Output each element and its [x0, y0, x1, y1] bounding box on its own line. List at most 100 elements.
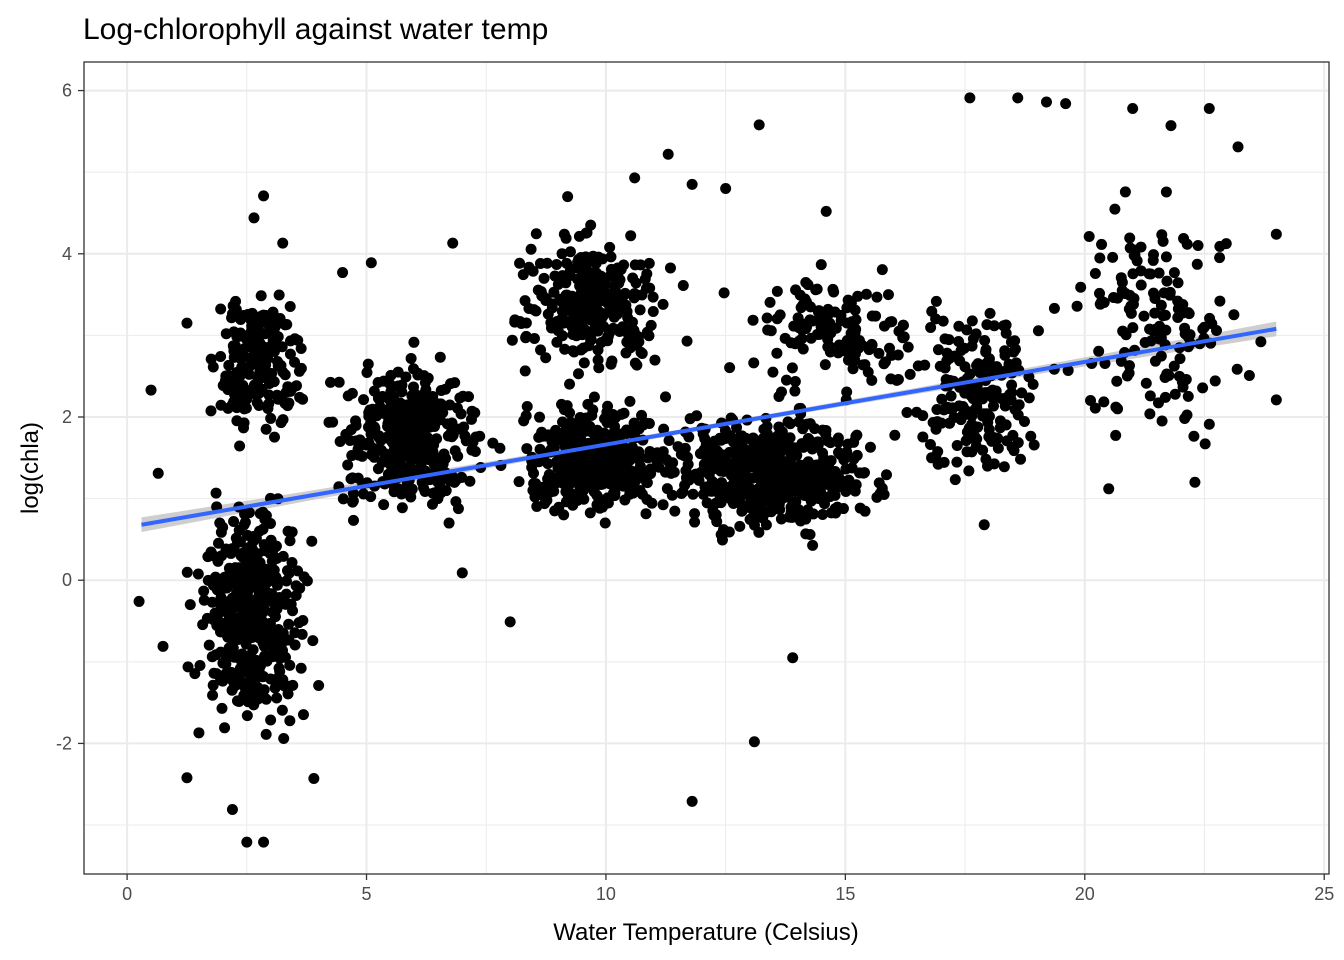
data-point: [249, 673, 261, 685]
data-point: [813, 305, 825, 317]
data-point: [646, 497, 658, 509]
data-point: [1116, 284, 1128, 296]
data-point: [366, 442, 378, 454]
data-point: [979, 334, 991, 346]
data-point: [972, 421, 984, 433]
data-point: [658, 423, 670, 435]
data-point: [297, 615, 309, 627]
data-point: [884, 342, 896, 354]
data-point: [842, 341, 854, 353]
data-point: [578, 357, 590, 369]
data-point: [574, 459, 586, 471]
data-point: [580, 260, 592, 272]
data-point: [444, 399, 456, 411]
data-point: [205, 405, 217, 417]
data-point: [267, 306, 279, 318]
x-axis-ticks: 0 5 10 15 20 25: [122, 874, 1334, 904]
data-point: [1168, 360, 1180, 372]
data-point: [494, 442, 506, 454]
data-point: [378, 375, 390, 387]
data-point: [961, 446, 973, 458]
data-point: [833, 446, 845, 458]
data-point: [283, 618, 295, 630]
data-point: [265, 412, 277, 424]
data-point: [1156, 415, 1168, 427]
data-point: [1123, 360, 1135, 372]
data-point: [240, 634, 252, 646]
data-point: [257, 523, 269, 535]
data-point: [558, 509, 570, 521]
data-point: [1115, 355, 1127, 367]
data-point: [1135, 241, 1147, 253]
data-point: [1160, 251, 1172, 263]
data-point: [435, 398, 447, 410]
data-point: [234, 440, 246, 452]
data-point: [831, 501, 843, 513]
data-point: [553, 453, 565, 465]
data-point: [419, 486, 431, 498]
data-point: [798, 488, 810, 500]
data-point: [1140, 377, 1152, 389]
data-point: [795, 515, 807, 527]
data-point: [981, 460, 993, 472]
data-point: [563, 479, 575, 491]
data-point: [966, 410, 978, 422]
data-point: [239, 516, 251, 528]
data-point: [731, 421, 743, 433]
data-point: [978, 408, 990, 420]
data-point: [647, 291, 659, 303]
data-point: [812, 436, 824, 448]
data-point: [945, 390, 957, 402]
data-point: [526, 461, 538, 473]
data-point: [958, 342, 970, 354]
data-point: [949, 474, 961, 486]
data-point: [248, 603, 260, 615]
data-point: [418, 388, 430, 400]
data-point: [1157, 310, 1169, 322]
data-point: [281, 565, 293, 577]
data-point: [585, 314, 597, 326]
data-point: [266, 555, 278, 567]
data-point: [789, 338, 801, 350]
data-point: [232, 310, 244, 322]
x-tick-label: 20: [1075, 884, 1095, 904]
data-point: [1109, 203, 1121, 215]
data-point: [811, 283, 823, 295]
data-point: [680, 472, 692, 484]
data-point: [464, 475, 476, 487]
data-point: [275, 637, 287, 649]
data-point: [254, 628, 266, 640]
data-point: [215, 673, 227, 685]
data-point: [591, 499, 603, 511]
data-point: [1191, 258, 1203, 270]
data-point: [427, 391, 439, 403]
data-point: [576, 329, 588, 341]
data-point: [619, 287, 631, 299]
data-point: [626, 316, 638, 328]
data-point: [667, 457, 679, 469]
data-point: [604, 241, 616, 253]
data-point: [745, 483, 757, 495]
data-point: [227, 340, 239, 352]
data-point: [226, 666, 238, 678]
data-point: [795, 302, 807, 314]
data-point: [1160, 186, 1172, 198]
data-point: [227, 675, 239, 687]
data-point: [1027, 378, 1039, 390]
data-point: [361, 367, 373, 379]
data-point: [565, 318, 577, 330]
data-point: [961, 324, 973, 336]
data-point: [1108, 292, 1120, 304]
data-point: [639, 273, 651, 285]
data-point: [1174, 353, 1186, 365]
data-point: [618, 259, 630, 271]
data-point: [631, 359, 643, 371]
data-point: [466, 405, 478, 417]
data-point: [552, 316, 564, 328]
data-point: [643, 257, 655, 269]
data-point: [784, 432, 796, 444]
data-point: [718, 287, 730, 299]
data-point: [926, 452, 938, 464]
data-point: [235, 610, 247, 622]
data-point: [290, 580, 302, 592]
